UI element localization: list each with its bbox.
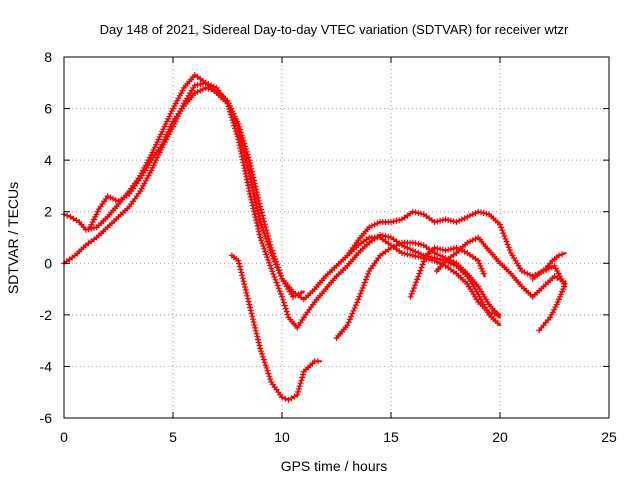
x-tick-label: 5 (169, 429, 177, 445)
series-markers (433, 234, 564, 300)
series-layer (61, 72, 568, 403)
series-markers (87, 84, 305, 300)
series-track-5 (333, 239, 502, 342)
series-track-9 (536, 280, 568, 334)
y-tick-label: 6 (44, 101, 52, 117)
series-track-7 (407, 244, 487, 300)
y-tick-label: -2 (40, 307, 53, 323)
series-track-3 (87, 84, 305, 300)
y-axis-label: SDTVAR / TECUs (5, 182, 21, 294)
series-markers (529, 251, 566, 282)
y-tick-label: 8 (44, 49, 52, 65)
y-tick-label: -4 (40, 358, 53, 374)
series-markers (228, 252, 321, 403)
y-tick-label: 2 (44, 204, 52, 220)
series-markers (61, 79, 501, 331)
series-markers (407, 244, 487, 300)
series-track-4 (228, 252, 323, 403)
y-tick-label: -6 (40, 410, 53, 426)
series-line (435, 236, 565, 298)
series-track-1 (61, 79, 502, 331)
tick-layer: 0 5 10 15 20 25 -6 -4 -2 0 2 4 6 8 (40, 49, 617, 445)
series-track-8 (433, 234, 565, 300)
y-tick-label: 0 (44, 255, 52, 271)
x-tick-label: 10 (274, 429, 290, 445)
y-tick-label: 4 (44, 152, 52, 168)
chart-title: Day 148 of 2021, Sidereal Day-to-day VTE… (100, 22, 569, 37)
plot-frame (63, 56, 610, 419)
series-track-10 (529, 251, 567, 282)
x-tick-label: 15 (383, 429, 399, 445)
x-tick-label: 25 (601, 429, 617, 445)
x-tick-label: 20 (492, 429, 508, 445)
x-tick-label: 0 (60, 429, 68, 445)
grid-layer (64, 57, 609, 418)
series-markers (536, 280, 568, 334)
x-axis-label: GPS time / hours (281, 458, 388, 474)
